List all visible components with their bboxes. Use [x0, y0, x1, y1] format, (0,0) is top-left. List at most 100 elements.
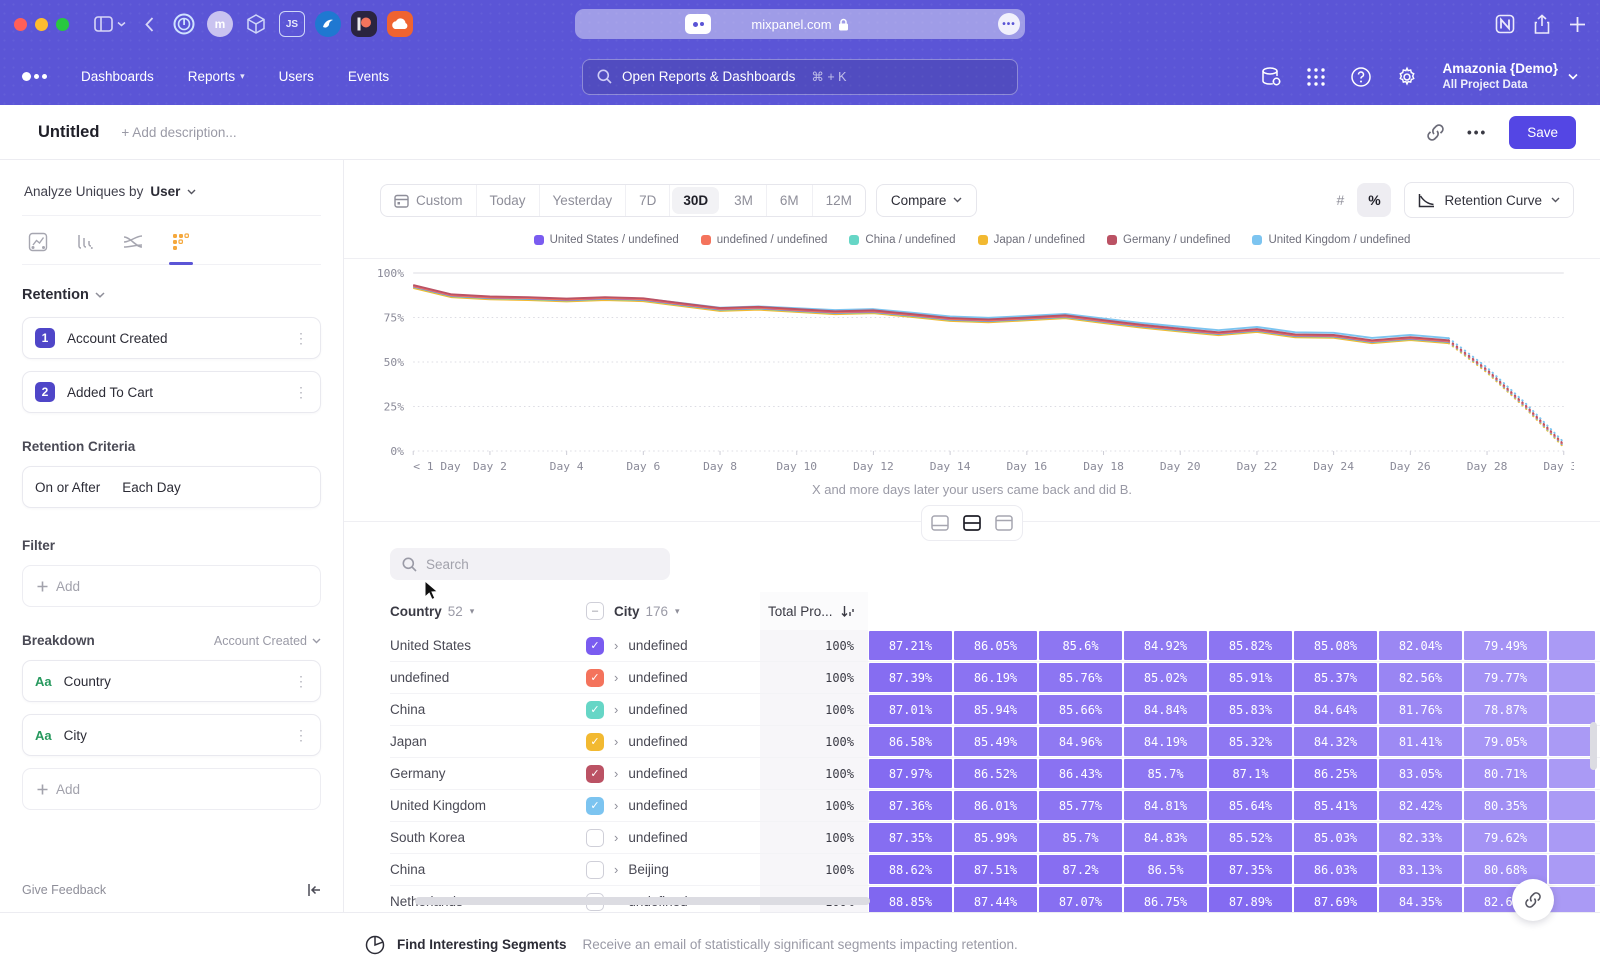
retention-cell[interactable]: 84.32%	[1294, 727, 1377, 756]
row-checkbox[interactable]: ✓	[586, 701, 604, 719]
data-management-icon[interactable]	[1260, 66, 1282, 88]
retention-cell[interactable]: 87.2%	[1039, 855, 1122, 884]
share-icon[interactable]	[1533, 14, 1551, 35]
retention-cell[interactable]: 85.76%	[1039, 663, 1122, 692]
range-6m[interactable]: 6M	[767, 185, 813, 216]
find-segments-title[interactable]: Find Interesting Segments	[397, 937, 567, 952]
table-row[interactable]: United Kingdom✓›undefined100%87.36%86.01…	[390, 790, 1600, 822]
retention-section-header[interactable]: Retention	[22, 287, 321, 303]
retention-step-1[interactable]: 1 Account Created ⋮	[22, 317, 321, 359]
global-search[interactable]: Open Reports & Dashboards ⌘ + K	[582, 59, 1018, 95]
legend-item[interactable]: Japan / undefined	[978, 234, 1085, 246]
row-checkbox[interactable]: ✓	[586, 669, 604, 687]
table-row[interactable]: United States✓›undefined100%87.21%86.05%…	[390, 630, 1600, 662]
nav-item-dashboards[interactable]: Dashboards	[81, 69, 154, 84]
retention-cell[interactable]: 87.89%	[1209, 887, 1292, 912]
retention-cell[interactable]: 82.33%	[1379, 823, 1462, 852]
expand-row-icon[interactable]: ›	[614, 638, 618, 653]
row-checkbox[interactable]: ✓	[586, 733, 604, 751]
total-column-header[interactable]: Total Pro...	[760, 592, 868, 630]
mixpanel-logo-icon[interactable]	[22, 72, 47, 81]
expand-row-icon[interactable]: ›	[614, 670, 618, 685]
retention-cell[interactable]: 79.05%	[1464, 727, 1547, 756]
legend-item[interactable]: Germany / undefined	[1107, 234, 1230, 246]
criteria-condition[interactable]: On or After	[35, 480, 100, 495]
retention-cell[interactable]: 85.77%	[1039, 791, 1122, 820]
bird-icon[interactable]	[315, 11, 341, 37]
retention-cell[interactable]: 87.21%	[869, 631, 952, 660]
compare-button[interactable]: Compare	[876, 184, 978, 217]
retention-cell[interactable]: 85.82%	[1209, 631, 1292, 660]
minimize-window-button[interactable]	[35, 18, 48, 31]
retention-cell[interactable]: 86.19%	[954, 663, 1037, 692]
range-7d[interactable]: 7D	[626, 185, 670, 216]
layout-chart-focus-icon[interactable]	[925, 509, 955, 537]
retention-cell[interactable]: 85.6%	[1039, 631, 1122, 660]
kebab-menu-icon[interactable]: ⋮	[294, 330, 308, 347]
legend-item[interactable]: United States / undefined	[534, 234, 679, 246]
retention-cell[interactable]: 85.02%	[1124, 663, 1207, 692]
retention-cell[interactable]: 82.42%	[1379, 791, 1462, 820]
row-checkbox[interactable]	[586, 861, 604, 879]
retention-cell[interactable]: 82.56%	[1379, 663, 1462, 692]
retention-cell[interactable]: 83.05%	[1379, 759, 1462, 788]
retention-cell[interactable]: 87.97%	[869, 759, 952, 788]
expand-row-icon[interactable]: ›	[614, 830, 618, 845]
horizontal-scrollbar[interactable]	[415, 897, 870, 905]
expand-row-icon[interactable]: ›	[614, 798, 618, 813]
retention-cell[interactable]: 85.94%	[954, 695, 1037, 724]
patreon-icon[interactable]	[351, 11, 377, 37]
close-window-button[interactable]	[14, 18, 27, 31]
retention-cell[interactable]: 87.51%	[954, 855, 1037, 884]
report-title[interactable]: Untitled	[38, 123, 99, 142]
table-row[interactable]: undefined✓›undefined100%87.39%86.19%85.7…	[390, 662, 1600, 694]
retention-cell[interactable]: 80.35%	[1464, 791, 1547, 820]
legend-item[interactable]: China / undefined	[849, 234, 955, 246]
add-description[interactable]: + Add description...	[121, 125, 236, 140]
tab-retention[interactable]	[171, 232, 191, 264]
kebab-menu-icon[interactable]: ⋮	[294, 673, 308, 690]
retention-step-2[interactable]: 2 Added To Cart ⋮	[22, 371, 321, 413]
retention-cell[interactable]: 84.84%	[1124, 695, 1207, 724]
retention-cell[interactable]: 86.05%	[954, 631, 1037, 660]
retention-cell[interactable]: 80.71%	[1464, 759, 1547, 788]
help-icon[interactable]	[1350, 66, 1372, 88]
row-checkbox[interactable]: ✓	[586, 765, 604, 783]
add-breakdown-button[interactable]: Add	[22, 768, 321, 810]
retention-cell[interactable]: 85.49%	[954, 727, 1037, 756]
retention-cell[interactable]: 86.03%	[1294, 855, 1377, 884]
row-checkbox[interactable]: ✓	[586, 637, 604, 655]
layout-split-icon[interactable]	[957, 509, 987, 537]
retention-cell[interactable]: 87.35%	[869, 823, 952, 852]
range-today[interactable]: Today	[477, 185, 540, 216]
select-all-checkbox[interactable]: –	[586, 602, 604, 620]
table-search-input[interactable]	[426, 557, 636, 572]
more-options-icon[interactable]: •••	[1467, 125, 1487, 140]
percent-toggle[interactable]: %	[1357, 183, 1391, 217]
retention-chart[interactable]: 0%25%50%75%100%< 1 DayDay 2Day 4Day 6Day…	[344, 258, 1600, 480]
kebab-menu-icon[interactable]: ⋮	[294, 727, 308, 744]
row-checkbox[interactable]	[586, 829, 604, 847]
table-row[interactable]: Japan✓›undefined100%86.58%85.49%84.96%84…	[390, 726, 1600, 758]
retention-cell[interactable]: 87.69%	[1294, 887, 1377, 912]
share-link-fab[interactable]	[1512, 879, 1554, 921]
retention-cell[interactable]: 87.44%	[954, 887, 1037, 912]
onepassword-icon[interactable]	[171, 11, 197, 37]
nav-item-users[interactable]: Users	[279, 69, 314, 84]
retention-cell[interactable]: 87.1%	[1209, 759, 1292, 788]
retention-cell[interactable]: 85.66%	[1039, 695, 1122, 724]
retention-cell[interactable]: 87.36%	[869, 791, 952, 820]
table-search[interactable]	[390, 548, 670, 580]
tab-insights[interactable]	[28, 232, 48, 264]
cloud-icon[interactable]	[387, 11, 413, 37]
row-checkbox[interactable]: ✓	[586, 797, 604, 815]
retention-cell[interactable]: 85.7%	[1039, 823, 1122, 852]
retention-cell[interactable]: 86.58%	[869, 727, 952, 756]
retention-cell[interactable]: 83.13%	[1379, 855, 1462, 884]
retention-cell[interactable]: 82.04%	[1379, 631, 1462, 660]
retention-cell[interactable]: 84.96%	[1039, 727, 1122, 756]
retention-cell[interactable]: 85.99%	[954, 823, 1037, 852]
absolute-toggle[interactable]: #	[1323, 183, 1357, 217]
expand-row-icon[interactable]: ›	[614, 702, 618, 717]
extensions-menu-icon[interactable]: •••	[998, 13, 1020, 35]
